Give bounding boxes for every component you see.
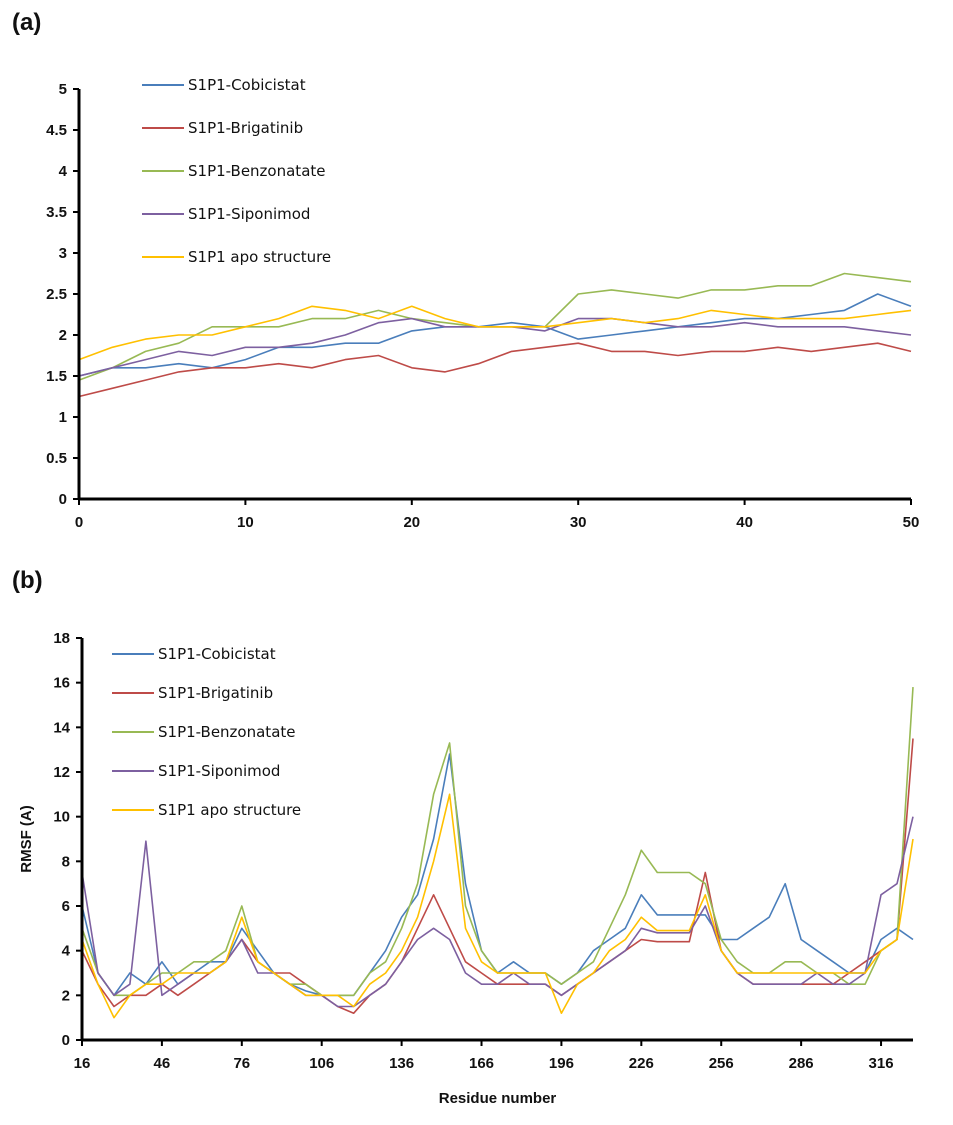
x-tick-label: 256 [709,1055,734,1072]
legend-entry: S1P1-Cobicistat [158,645,276,663]
x-tick-label: 0 [75,514,83,531]
x-tick-label: 40 [736,514,753,531]
x-tick-label: 316 [869,1055,894,1072]
panel-label: (a) [12,9,41,36]
x-tick-label: 106 [309,1055,334,1072]
legend-entry: S1P1 apo structure [188,248,331,266]
y-tick-label: 6 [62,898,70,915]
y-tick-label: 2 [62,987,70,1004]
x-tick-label: 30 [570,514,587,531]
legend-entry: S1P1-Brigatinib [158,684,273,702]
x-tick-label: 10 [237,514,254,531]
legend-entry: S1P1-Siponimod [158,762,280,780]
y-tick-label: 2 [59,327,67,344]
series-line-s1p1-cobicistat [81,753,914,997]
series-line-s1p1-brigatinib [78,342,912,398]
y-tick-label: 3 [59,245,67,262]
y-tick-label: 1 [59,409,67,426]
x-tick-label: 46 [154,1055,171,1072]
y-tick-label: 4 [62,943,71,960]
x-axis-label: Residue number [439,1090,557,1107]
y-tick-label: 0 [59,491,67,508]
x-tick-label: 196 [549,1055,574,1072]
legend-entry: S1P1-Brigatinib [188,119,303,137]
y-tick-label: 0 [62,1032,70,1049]
y-tick-label: 16 [53,675,70,692]
y-tick-label: 8 [62,853,70,870]
y-tick-label: 0.5 [46,450,67,467]
legend-entry: S1P1-Benzonatate [188,162,326,180]
x-tick-label: 16 [74,1055,91,1072]
y-tick-label: 2.5 [46,286,67,303]
y-tick-label: 3.5 [46,204,67,221]
y-tick-label: 18 [53,630,70,647]
panel-label: (b) [12,567,43,594]
y-tick-label: 12 [53,764,70,781]
y-tick-label: 5 [59,81,67,98]
x-tick-label: 136 [389,1055,414,1072]
series-line-s1p1-apo-structure [81,793,914,1019]
y-tick-label: 10 [53,809,70,826]
x-tick-label: 226 [629,1055,654,1072]
x-tick-label: 50 [903,514,920,531]
y-axis-label: RMSF (A) [18,805,35,873]
legend-entry: S1P1-Cobicistat [188,76,306,94]
series-line-s1p1-apo-structure [78,305,912,361]
x-tick-label: 76 [233,1055,250,1072]
legend-entry: S1P1 apo structure [158,801,301,819]
x-tick-label: 20 [403,514,420,531]
x-tick-label: 166 [469,1055,494,1072]
legend-entry: S1P1-Benzonatate [158,723,296,741]
y-tick-label: 4.5 [46,122,67,139]
y-tick-label: 4 [59,163,68,180]
y-tick-label: 14 [53,719,70,736]
legend-entry: S1P1-Siponimod [188,205,310,223]
x-tick-label: 286 [789,1055,814,1072]
series-line-s1p1-siponimod [81,816,914,1008]
y-tick-label: 1.5 [46,368,67,385]
